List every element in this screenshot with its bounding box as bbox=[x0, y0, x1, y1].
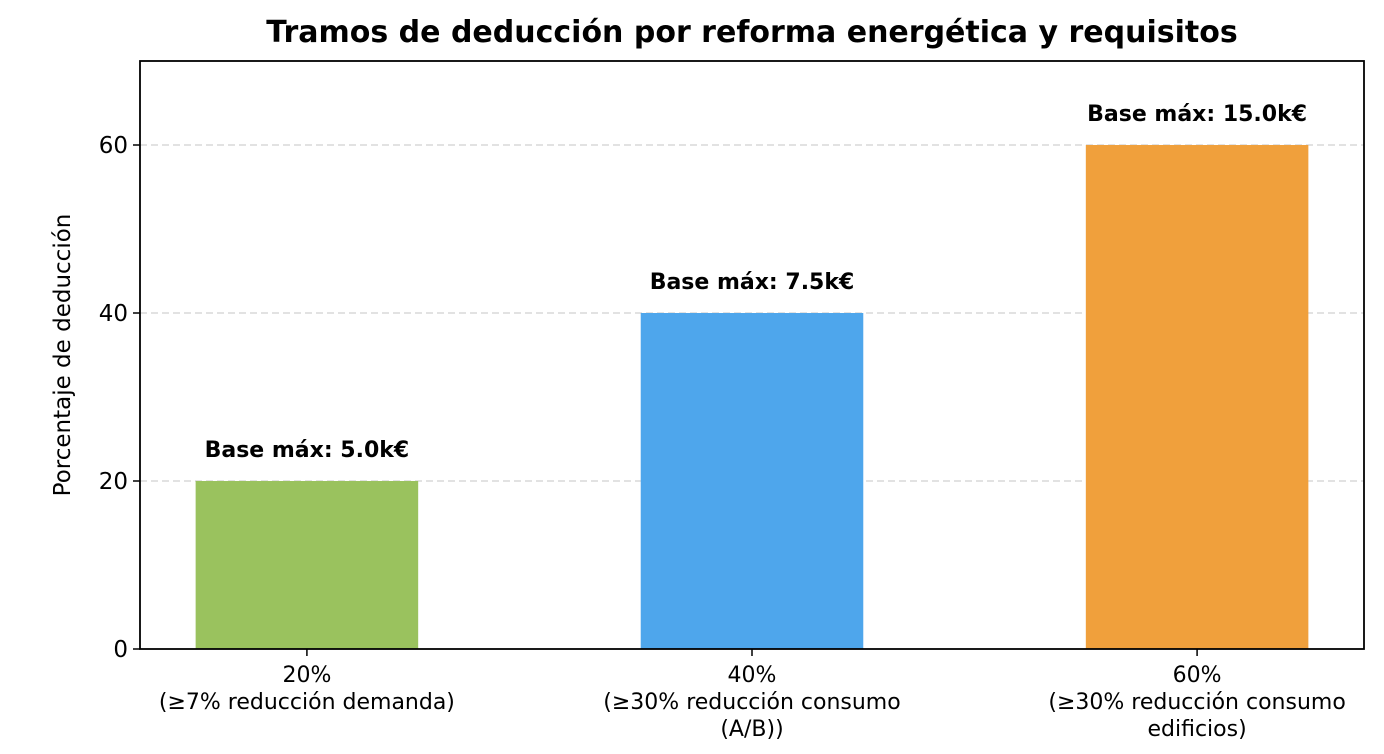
plot-frame bbox=[139, 60, 1365, 650]
y-tick-label: 20 bbox=[99, 469, 128, 495]
bar bbox=[640, 313, 864, 649]
x-tick-label-line: (≥30% reducción consumo bbox=[603, 690, 900, 715]
x-tick-label-line: edificios) bbox=[1147, 717, 1246, 742]
x-tick-label: 40% (≥30% reducción consumo (A/B)) bbox=[603, 663, 900, 742]
x-tick-label: 20% (≥7% reducción demanda) bbox=[159, 663, 455, 715]
x-tick-label-line: 60% bbox=[1173, 663, 1222, 688]
x-tick-label-line: (≥7% reducción demanda) bbox=[159, 690, 455, 715]
y-tick-label: 0 bbox=[113, 637, 128, 663]
y-axis-label: Porcentaje de deducción bbox=[50, 214, 76, 497]
bar-annotation: Base máx: 5.0k€ bbox=[205, 438, 410, 463]
y-tick-label: 60 bbox=[99, 133, 128, 159]
y-tick-label: 40 bbox=[99, 301, 128, 327]
x-tick-label: 60% (≥30% reducción consumo edificios) bbox=[1048, 663, 1345, 742]
bar-annotation: Base máx: 15.0k€ bbox=[1087, 102, 1307, 127]
x-tick-label-line: 40% bbox=[728, 663, 777, 688]
chart-title: Tramos de deducción por reforma energéti… bbox=[266, 15, 1237, 50]
x-tick-label-line: (A/B)) bbox=[720, 717, 783, 742]
x-tick-label-line: (≥30% reducción consumo bbox=[1048, 690, 1345, 715]
x-tick-label-line: 20% bbox=[282, 663, 331, 688]
bar bbox=[1085, 145, 1309, 649]
bar-annotation: Base máx: 7.5k€ bbox=[650, 270, 855, 295]
bar bbox=[195, 481, 419, 649]
